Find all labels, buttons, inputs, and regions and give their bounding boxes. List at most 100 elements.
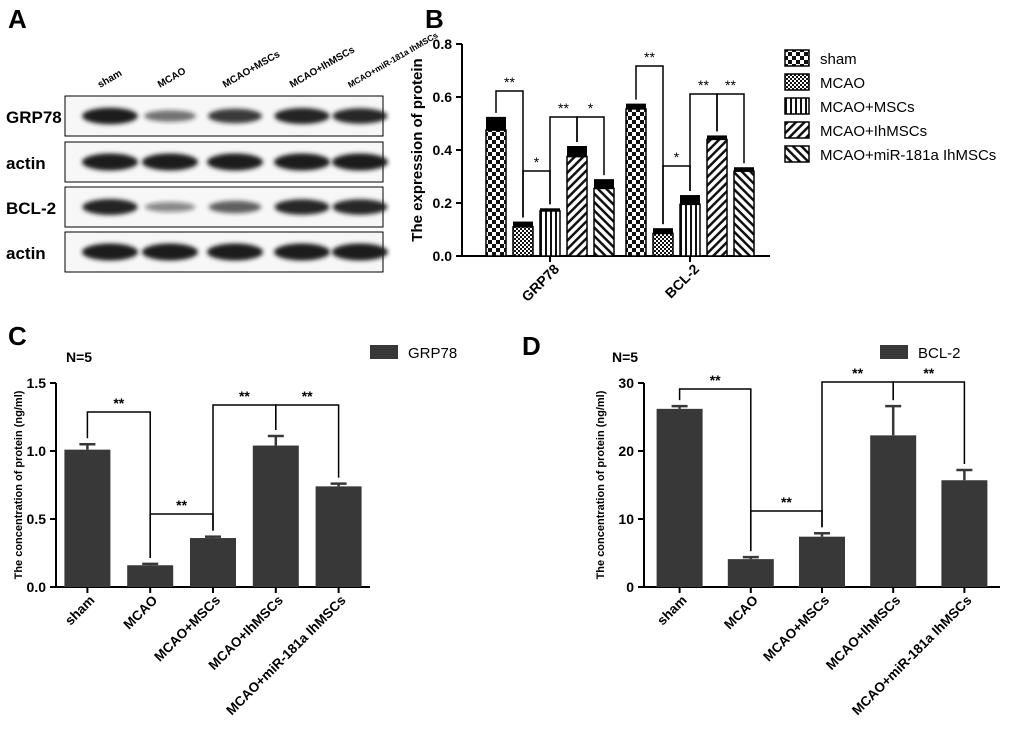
y-tick-label: 0	[626, 579, 634, 595]
significance-bracket	[716, 93, 745, 164]
error-bar	[734, 167, 754, 172]
significance-label: **	[725, 77, 736, 93]
western-blot: sham MCAO MCAO+MSCs MCAO+IhMSCsMCAO+miR-181…	[6, 30, 440, 273]
significance-label: **	[239, 388, 250, 404]
legend-label: MCAO	[820, 75, 865, 92]
legend-label: MCAO+miR-181a IhMSCs	[820, 147, 996, 164]
error-bar	[680, 195, 700, 205]
blot-band	[82, 199, 138, 215]
y-axis-label: The concentration of protein (ng/ml)	[13, 390, 25, 579]
blot-band	[144, 110, 196, 122]
legend-label: MCAO+IhMSCs	[820, 123, 927, 140]
panel-a-letter: A	[8, 4, 27, 34]
significance-bracket	[750, 510, 823, 552]
error-bar	[486, 116, 506, 131]
blot-band	[208, 108, 262, 124]
significance-label: **	[113, 395, 124, 411]
bar	[64, 449, 111, 587]
x-tick-label: MCAO+MSCs	[760, 593, 832, 665]
bar	[315, 486, 362, 587]
y-tick-label: 10	[618, 511, 634, 527]
panel-b-letter: B	[425, 4, 444, 34]
bar	[706, 138, 728, 257]
x-tick-label: MCAO+miR-181a IhMSCs	[223, 593, 348, 718]
legend-swatch	[370, 345, 398, 359]
x-tick-label: GRP78	[518, 261, 562, 305]
error-bar	[626, 103, 646, 109]
bar	[652, 232, 674, 257]
significance-label: *	[588, 100, 594, 116]
blot-lane-label: MCAO+MSCs	[221, 49, 282, 91]
significance-label: **	[698, 77, 709, 93]
blot-band	[274, 243, 330, 261]
error-bar	[567, 146, 587, 157]
blot-band	[274, 153, 330, 171]
y-tick-label: 30	[618, 375, 634, 391]
significance-label: **	[504, 74, 515, 90]
error-bar	[513, 221, 533, 227]
significance-label: **	[852, 365, 863, 381]
error-bar	[707, 135, 727, 140]
y-tick-label: 20	[618, 443, 634, 459]
blot-lane-label: MCAO	[156, 66, 188, 91]
legend-swatch	[784, 97, 810, 115]
error-bar	[653, 228, 673, 234]
blot-band	[82, 153, 138, 171]
blot-band	[144, 202, 196, 212]
bar	[941, 480, 988, 587]
error-bar	[540, 208, 560, 211]
bar	[485, 129, 507, 257]
significance-bracket	[149, 513, 214, 558]
bar	[625, 108, 647, 257]
x-tick-label: sham	[654, 593, 690, 629]
panel-d-letter: D	[522, 331, 541, 361]
blot-band	[274, 108, 330, 124]
significance-label: **	[644, 49, 655, 65]
panel-c-n-label: N=5	[66, 349, 92, 365]
y-tick-label: 0.5	[27, 511, 47, 527]
legend-swatch	[784, 145, 810, 163]
blot-band	[208, 200, 262, 214]
bar	[190, 538, 236, 587]
x-tick-label: MCAO+miR-181a IhMSCs	[849, 593, 974, 718]
blot-lane-label: sham	[96, 68, 124, 91]
blot-band	[332, 243, 388, 261]
y-tick-label: 1.0	[27, 443, 47, 459]
chart-b: 0.0 0.2 0.4 0.6 0.8 The expression of protein…	[409, 36, 770, 305]
significance-label: **	[558, 100, 569, 116]
legend-label: GRP78	[408, 345, 457, 362]
bar	[733, 170, 755, 257]
significance-label: **	[302, 388, 313, 404]
blot-band	[332, 199, 388, 215]
y-tick-label: 1.5	[27, 375, 47, 391]
significance-label: *	[674, 149, 680, 165]
significance-label: **	[710, 372, 721, 388]
blot-row-label: BCL-2	[6, 199, 56, 218]
bar	[512, 226, 534, 257]
legend-label: MCAO+MSCs	[820, 99, 915, 116]
panel-d-n-label: N=5	[612, 349, 638, 365]
legend-label: sham	[820, 51, 857, 68]
bar	[679, 203, 701, 257]
x-tick-label: MCAO+IhMSCs	[823, 593, 903, 673]
blot-band	[207, 153, 263, 171]
significance-bracket	[495, 90, 524, 218]
y-tick-label: 0.0	[433, 248, 453, 264]
x-tick-label: sham	[62, 593, 98, 629]
blot-row-label: GRP78	[6, 108, 62, 127]
significance-bracket	[275, 404, 340, 478]
x-tick-label: MCAO+MSCs	[151, 593, 223, 665]
blot-band	[142, 153, 198, 171]
legend-swatch	[784, 49, 810, 67]
legend-swatch	[784, 121, 810, 139]
bar	[656, 408, 703, 587]
legend-swatch	[880, 345, 908, 359]
bar	[593, 187, 615, 257]
blot-band	[332, 108, 388, 124]
legend-swatch	[784, 73, 810, 91]
blot-band	[207, 243, 263, 261]
significance-bracket	[576, 116, 605, 176]
x-tick-label: MCAO	[121, 593, 161, 633]
bar	[870, 435, 917, 587]
